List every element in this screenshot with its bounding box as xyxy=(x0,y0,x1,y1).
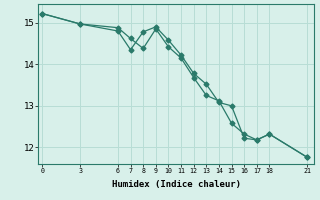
X-axis label: Humidex (Indice chaleur): Humidex (Indice chaleur) xyxy=(111,180,241,189)
